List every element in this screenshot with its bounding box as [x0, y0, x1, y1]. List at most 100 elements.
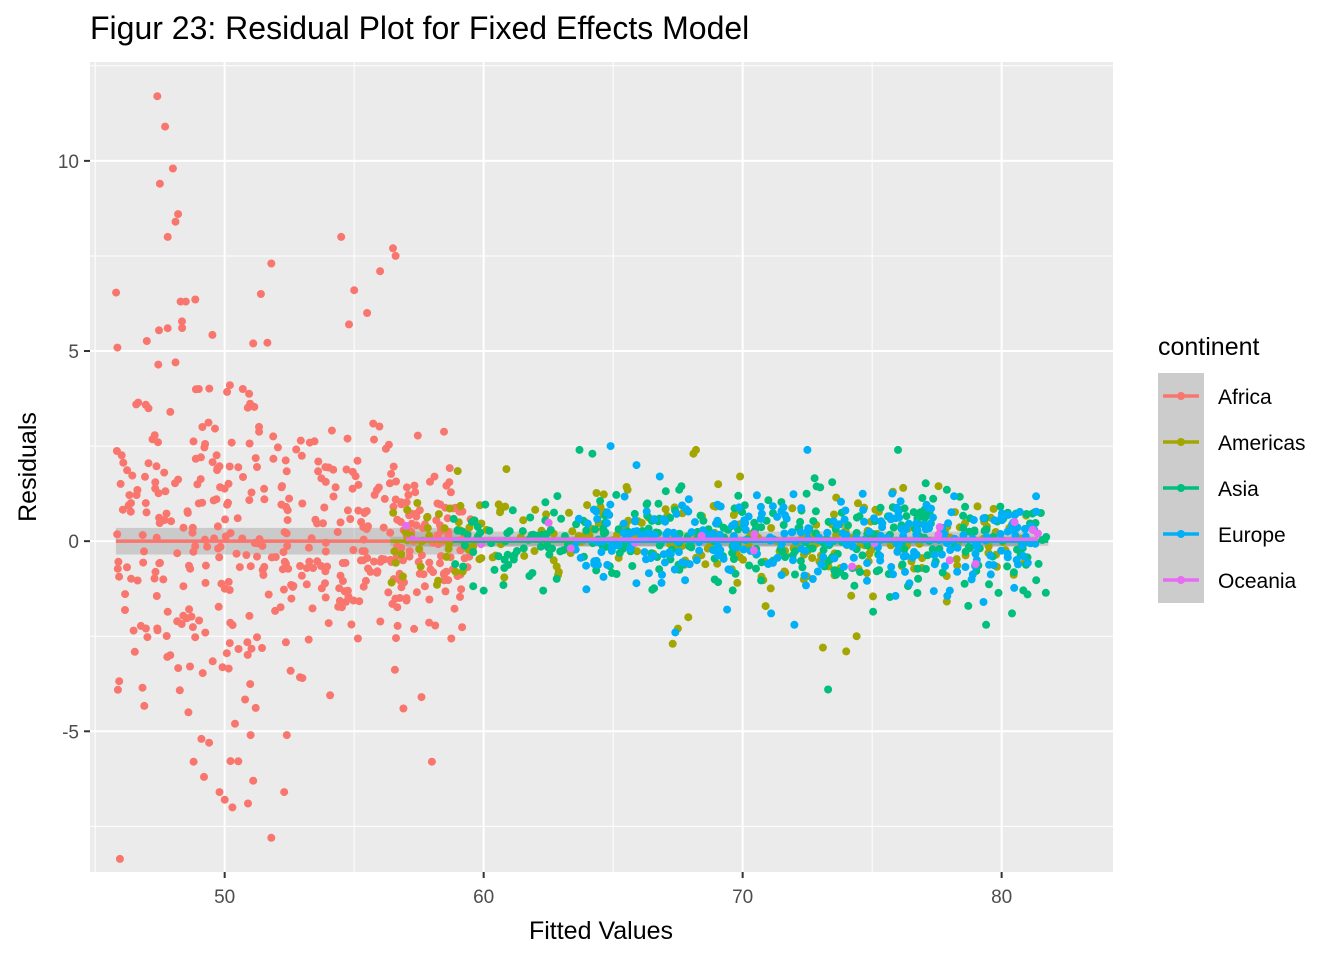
data-point	[320, 503, 329, 512]
data-point	[188, 623, 197, 632]
data-point	[338, 559, 347, 567]
data-point	[354, 480, 363, 489]
data-point	[1032, 507, 1041, 516]
data-point	[387, 578, 396, 587]
data-point	[123, 563, 131, 572]
data-point	[282, 467, 291, 476]
data-point	[603, 508, 612, 517]
data-point	[802, 581, 810, 590]
data-point	[138, 683, 147, 692]
data-point	[967, 575, 976, 584]
data-point	[209, 496, 218, 505]
data-point	[997, 516, 1006, 525]
data-point	[960, 579, 969, 588]
data-point	[816, 483, 825, 492]
data-point	[389, 502, 398, 511]
data-point	[886, 515, 895, 524]
data-point	[661, 517, 670, 526]
data-point	[858, 489, 867, 498]
data-point	[151, 567, 160, 576]
data-point	[477, 554, 486, 563]
data-point	[168, 164, 177, 173]
data-point	[869, 607, 878, 616]
data-point	[850, 581, 859, 590]
data-point	[154, 489, 163, 498]
data-point	[889, 570, 897, 579]
data-point	[399, 704, 408, 713]
data-point	[386, 528, 395, 537]
data-point	[195, 616, 204, 625]
data-point	[878, 523, 887, 532]
data-point	[228, 803, 237, 812]
data-point	[531, 505, 540, 514]
data-point	[813, 567, 822, 576]
data-point	[1019, 552, 1028, 560]
data-point	[710, 575, 719, 584]
data-point	[681, 559, 689, 568]
data-point	[191, 633, 200, 642]
data-point	[1012, 556, 1021, 564]
data-point	[640, 548, 649, 557]
data-point	[174, 210, 183, 219]
data-point	[167, 517, 176, 526]
data-point	[687, 528, 696, 537]
data-point	[225, 639, 234, 648]
data-point	[308, 604, 317, 613]
data-point	[735, 503, 744, 512]
data-point	[410, 624, 419, 633]
data-point	[961, 563, 970, 571]
data-point	[186, 662, 194, 671]
data-point	[914, 574, 923, 583]
data-point	[358, 547, 367, 556]
data-point	[730, 542, 739, 551]
data-point	[244, 799, 252, 808]
series-africa	[112, 92, 475, 863]
data-point	[251, 454, 260, 463]
data-point	[213, 466, 222, 475]
data-point	[249, 776, 258, 785]
data-point	[349, 546, 358, 554]
data-point	[355, 597, 364, 606]
data-point	[280, 788, 289, 797]
data-point	[811, 507, 820, 516]
data-point	[345, 320, 353, 329]
data-point	[177, 620, 186, 628]
data-point	[201, 578, 210, 587]
data-point	[626, 544, 635, 553]
data-point	[200, 772, 208, 781]
data-point	[234, 463, 243, 472]
data-point	[1004, 510, 1013, 519]
data-point	[460, 554, 469, 563]
data-point	[417, 693, 426, 702]
data-point	[989, 561, 998, 570]
data-point	[888, 489, 897, 498]
data-point	[520, 551, 529, 560]
data-point	[953, 567, 962, 576]
legend-item-asia: Asia	[1158, 465, 1259, 511]
data-point	[417, 551, 426, 560]
data-point	[576, 553, 585, 562]
data-point	[347, 620, 356, 629]
data-point	[123, 466, 132, 475]
grid-minor	[90, 62, 1113, 872]
data-point	[246, 731, 255, 740]
data-point	[141, 472, 149, 481]
data-point	[959, 511, 968, 520]
data-point	[205, 384, 214, 393]
data-point	[176, 297, 185, 306]
data-point	[370, 435, 378, 444]
data-point	[930, 560, 939, 569]
data-point	[556, 547, 565, 556]
data-point	[376, 267, 385, 276]
data-point	[1023, 558, 1032, 567]
data-point	[950, 492, 959, 501]
data-point	[863, 559, 872, 568]
data-point	[891, 591, 900, 600]
data-point	[557, 514, 566, 523]
data-point	[608, 569, 616, 577]
data-point	[519, 516, 528, 525]
data-point	[297, 571, 306, 580]
data-point	[893, 547, 902, 556]
data-point	[929, 513, 937, 522]
data-point	[163, 607, 172, 616]
